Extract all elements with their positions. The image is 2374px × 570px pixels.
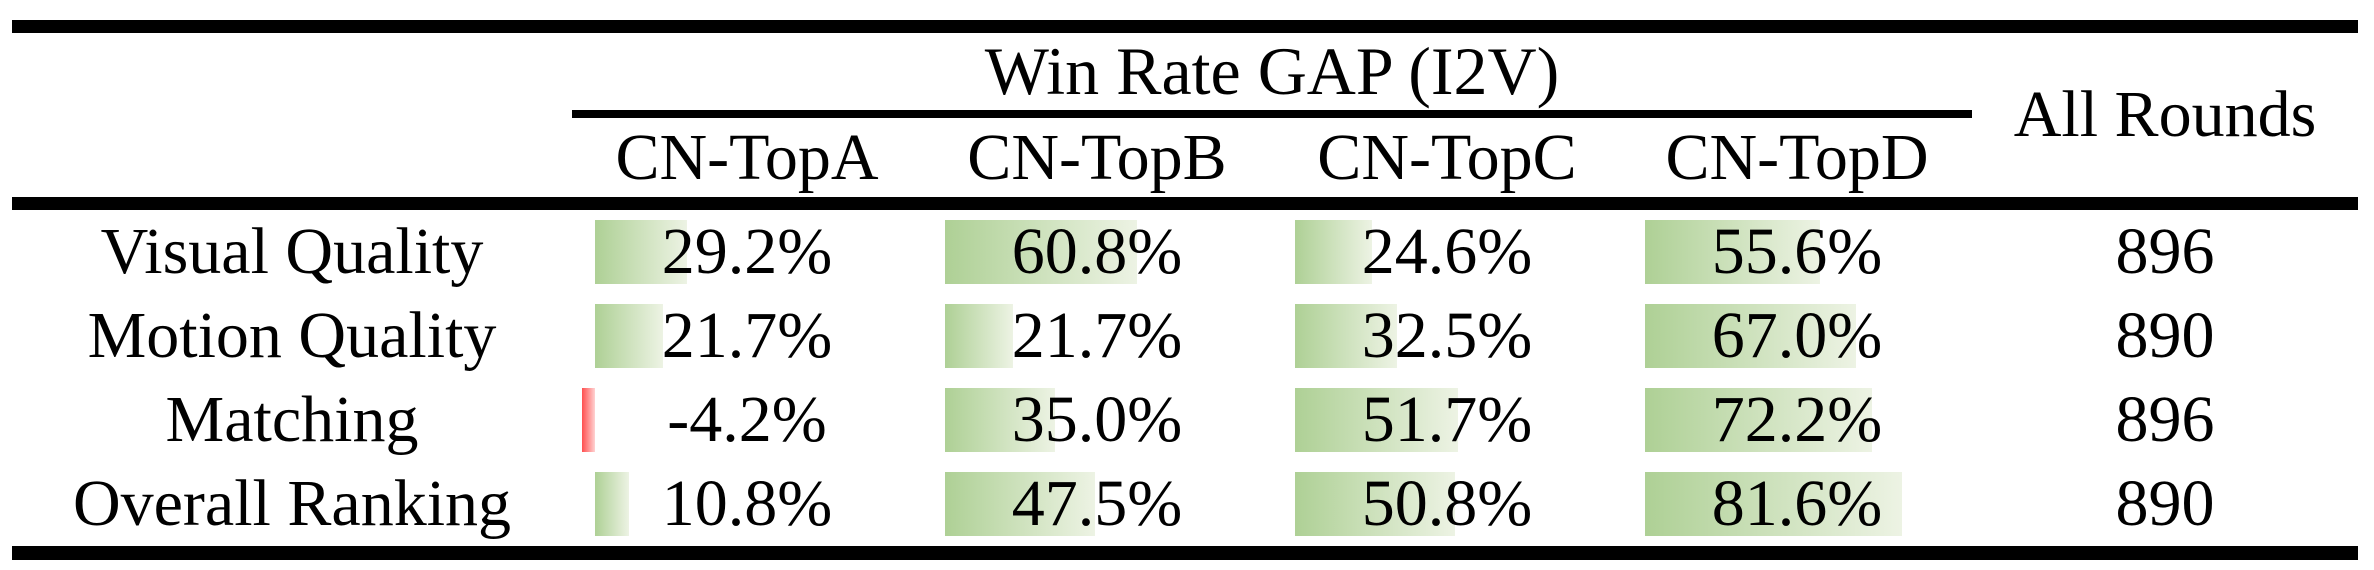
cell-value: 24.6% [1361, 215, 1533, 288]
data-cell: 47.5% [922, 462, 1272, 546]
table-row-motion-quality: Motion Quality 21.7% 21.7% 32.5% 67.0% 8… [12, 294, 2358, 378]
data-cell: 50.8% [1272, 462, 1622, 546]
column-header-cn-topc: CN-TopC [1317, 120, 1577, 194]
cell-value: 32.5% [1361, 299, 1533, 372]
all-rounds-value: 890 [2115, 299, 2215, 372]
data-cell: 24.6% [1272, 210, 1622, 294]
cell-value: 10.8% [661, 467, 833, 540]
data-bar [1295, 304, 1397, 368]
data-bar [945, 220, 1137, 284]
table-row-overall-ranking: Overall Ranking 10.8% 47.5% 50.8% 81.6% … [12, 462, 2358, 546]
column-header-all-rounds: All Rounds [2013, 78, 2317, 151]
results-table: Win Rate GAP (I2V) CN-TopA CN-TopB CN-To… [12, 20, 2358, 560]
cell-value: 67.0% [1711, 299, 1883, 372]
data-bar [945, 472, 1095, 536]
table-header: Win Rate GAP (I2V) CN-TopA CN-TopB CN-To… [12, 33, 2358, 197]
row-label: Overall Ranking [72, 467, 512, 540]
cell-value: 21.7% [1011, 299, 1183, 372]
data-bar [1645, 388, 1872, 452]
all-rounds-value: 890 [2115, 467, 2215, 540]
cell-value: 47.5% [1011, 467, 1183, 540]
cell-value: 29.2% [661, 215, 833, 288]
data-bar [1645, 220, 1820, 284]
data-bar [945, 388, 1055, 452]
data-cell: 21.7% [922, 294, 1272, 378]
data-cell: -4.2% [572, 378, 922, 462]
data-bar [1645, 472, 1902, 536]
data-cell: 51.7% [1272, 378, 1622, 462]
column-header-cn-topa: CN-TopA [615, 120, 879, 194]
data-bar [595, 220, 687, 284]
group-header-title: Win Rate GAP (I2V) [984, 33, 1560, 109]
data-cell: 10.8% [572, 462, 922, 546]
group-underline-rule [572, 110, 1972, 118]
cell-value: 21.7% [661, 299, 833, 372]
cell-value: 72.2% [1711, 383, 1883, 456]
data-bar [1645, 304, 1856, 368]
data-cell: 81.6% [1622, 462, 1972, 546]
all-rounds-value: 896 [2115, 215, 2215, 288]
cell-value: 55.6% [1711, 215, 1883, 288]
column-header-cn-topb: CN-TopB [967, 120, 1227, 194]
data-cell: 72.2% [1622, 378, 1972, 462]
data-cell: 35.0% [922, 378, 1272, 462]
cell-value: -4.2% [667, 383, 827, 456]
table-row-matching: Matching -4.2% 35.0% 51.7% 72.2% 896 [12, 378, 2358, 462]
data-bar [582, 388, 595, 452]
group-header-block: Win Rate GAP (I2V) CN-TopA CN-TopB CN-To… [572, 33, 1972, 197]
column-header-cn-topd: CN-TopD [1665, 120, 1929, 194]
column-headers-row: CN-TopA CN-TopB CN-TopC CN-TopD [572, 118, 1972, 197]
data-cell: 21.7% [572, 294, 922, 378]
cell-value: 50.8% [1361, 467, 1533, 540]
data-bar [1295, 220, 1372, 284]
all-rounds-value: 896 [2115, 383, 2215, 456]
data-bar [595, 472, 629, 536]
cell-value: 35.0% [1011, 383, 1183, 456]
cell-value: 51.7% [1361, 383, 1533, 456]
bottom-rule [12, 546, 2358, 560]
header-label-spacer [12, 33, 572, 197]
data-bar [1295, 472, 1455, 536]
data-bar [595, 304, 663, 368]
data-cell: 55.6% [1622, 210, 1972, 294]
data-bar [1295, 388, 1458, 452]
data-cell: 32.5% [1272, 294, 1622, 378]
cell-value: 81.6% [1711, 467, 1883, 540]
row-label: Motion Quality [87, 299, 497, 372]
data-cell: 67.0% [1622, 294, 1972, 378]
table-row-visual-quality: Visual Quality 29.2% 60.8% 24.6% 55.6% 8… [12, 210, 2358, 294]
data-cell: 29.2% [572, 210, 922, 294]
data-bar [945, 304, 1013, 368]
header-separator-rule [12, 197, 2358, 210]
row-label: Matching [165, 383, 419, 456]
cell-value: 60.8% [1011, 215, 1183, 288]
data-cell: 60.8% [922, 210, 1272, 294]
top-rule [12, 20, 2358, 33]
row-label: Visual Quality [100, 215, 484, 288]
